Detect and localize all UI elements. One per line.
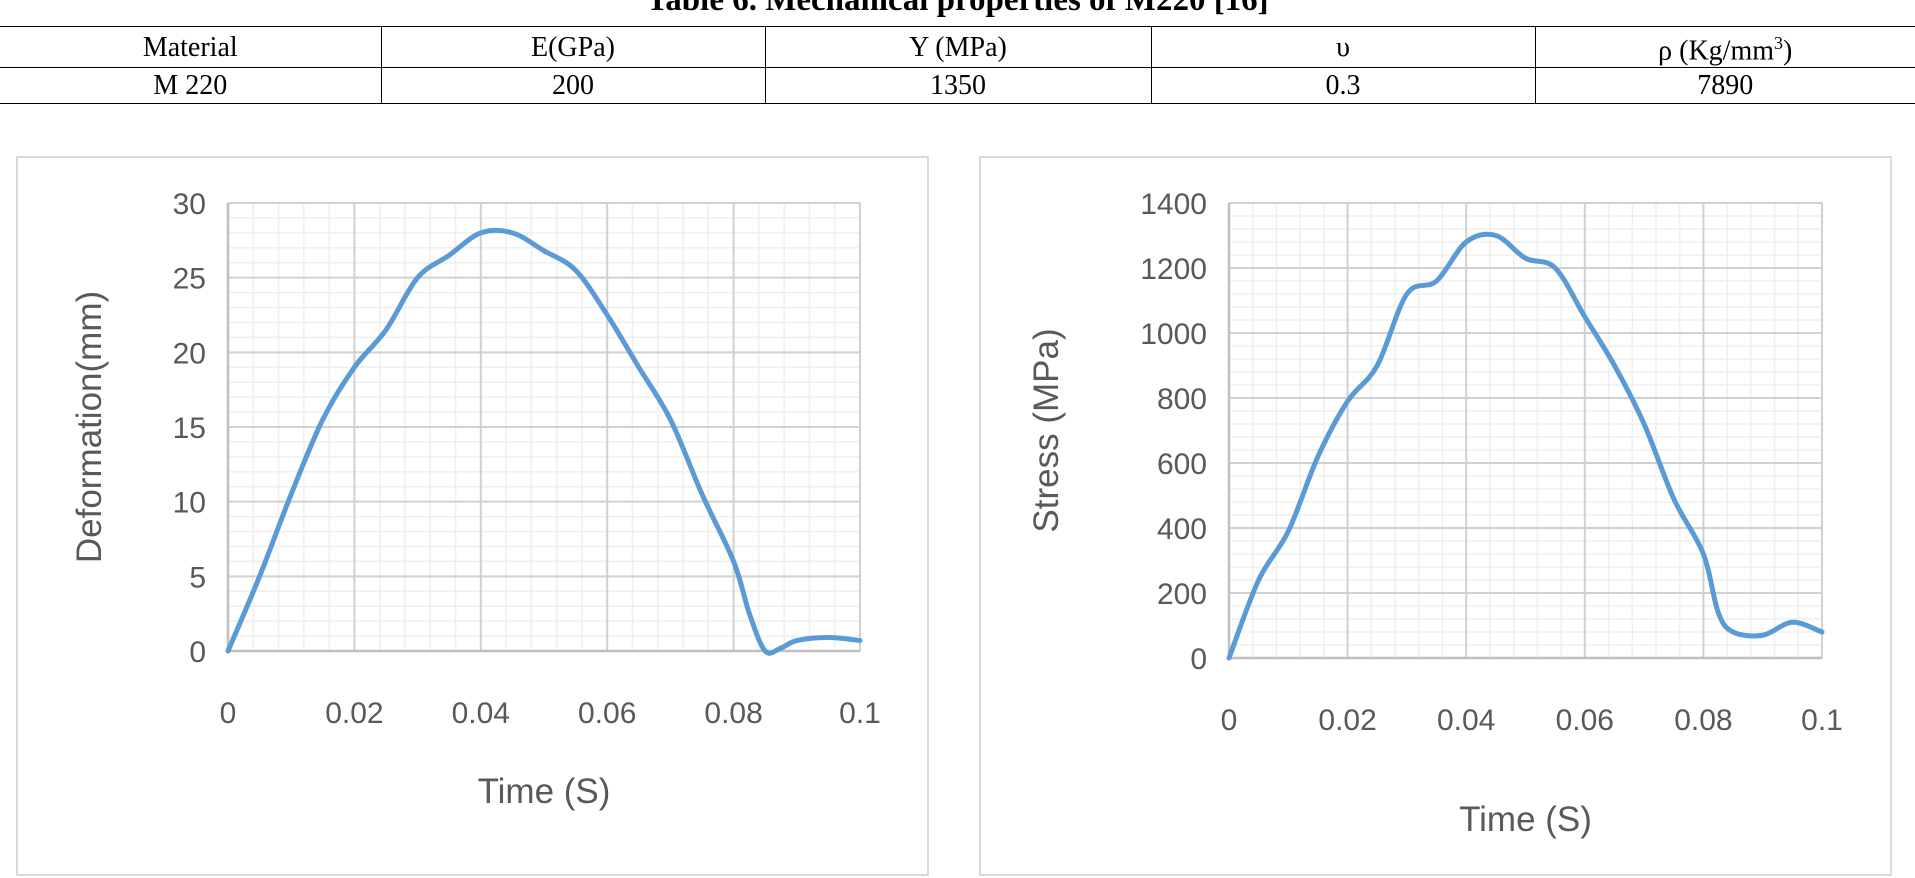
x-tick-label: 0.02 [325, 697, 383, 730]
table-caption: Table 6. Mechanical properties of M220 [… [646, 0, 1269, 18]
y-tick-label: 1200 [1140, 253, 1207, 286]
deformation-chart: 0 5 10 15 20 25 30 0 0.02 0.04 0.06 0.08 0.1 Time (S)… [16, 156, 929, 876]
y-tick-label: 25 [173, 263, 206, 296]
y-axis-title: Stress (MPa) [1027, 328, 1066, 532]
header-rho: ρ (Kg/mm3) [1534, 25, 1915, 69]
deformation-chart-svg: 0 5 10 15 20 25 30 0 0.02 0.04 0.06 0.08 0.1 Time (S)… [70, 188, 881, 811]
cell-nu: 0.3 [1150, 67, 1536, 105]
y-tick-label: 600 [1157, 448, 1207, 481]
header-rho-exponent: 3 [1774, 33, 1784, 53]
table-header-row: Material E(GPa) Y (MPa) υ ρ (Kg/mm3) [0, 25, 1915, 69]
x-tick-label: 0.04 [452, 697, 510, 730]
cell-material: M 220 [0, 67, 382, 105]
x-tick-label: 0.06 [1556, 704, 1614, 737]
x-tick-label: 0 [1221, 704, 1238, 737]
y-tick-label: 1400 [1140, 188, 1207, 221]
cell-rho: 7890 [1534, 67, 1915, 105]
series-line [225, 227, 863, 656]
header-material: Material [0, 25, 382, 69]
x-axis-title: Time (S) [1459, 800, 1592, 839]
header-rho-close: ) [1783, 35, 1793, 67]
properties-table: Material E(GPa) Y (MPa) υ ρ (Kg/mm3) M 2… [0, 25, 1915, 105]
x-tick-label: 0.08 [704, 697, 762, 730]
y-tick-label: 20 [173, 337, 206, 370]
y-tick-label: 200 [1157, 578, 1207, 611]
x-tick-label: 0 [220, 697, 237, 730]
header-y: Y (MPa) [764, 25, 1152, 69]
y-tick-label: 5 [189, 561, 206, 594]
x-tick-label: 0.06 [578, 697, 636, 730]
y-tick-label: 0 [189, 636, 206, 669]
stress-chart-svg: 0 200 400 600 800 1000 1200 1400 0 0.02 0.04 0.06 0.… [1027, 188, 1843, 839]
header-e: E(GPa) [380, 25, 766, 69]
x-tick-label: 0.02 [1318, 704, 1376, 737]
y-tick-label: 1000 [1140, 318, 1207, 351]
x-tick-label: 0.08 [1674, 704, 1732, 737]
x-tick-label: 0.04 [1437, 704, 1495, 737]
cell-e: 200 [380, 67, 766, 105]
cell-y: 1350 [764, 67, 1152, 105]
y-tick-label: 15 [173, 412, 206, 445]
table-row: M 220 200 1350 0.3 7890 [0, 67, 1915, 105]
stress-chart: 0 200 400 600 800 1000 1200 1400 0 0.02 0.04 0.06 0.… [979, 156, 1892, 876]
y-tick-label: 800 [1157, 383, 1207, 416]
x-axis-title: Time (S) [478, 772, 611, 811]
x-tick-label: 0.1 [839, 697, 881, 730]
x-tick-label: 0.1 [1801, 704, 1843, 737]
y-axis-title: Deformation(mm) [70, 291, 109, 563]
header-rho-text: ρ (Kg/mm [1658, 35, 1775, 67]
series-line [1226, 231, 1825, 661]
y-tick-label: 10 [173, 487, 206, 520]
header-nu: υ [1150, 25, 1536, 69]
y-tick-label: 400 [1157, 513, 1207, 546]
y-tick-label: 30 [173, 188, 206, 221]
y-tick-label: 0 [1190, 643, 1207, 676]
